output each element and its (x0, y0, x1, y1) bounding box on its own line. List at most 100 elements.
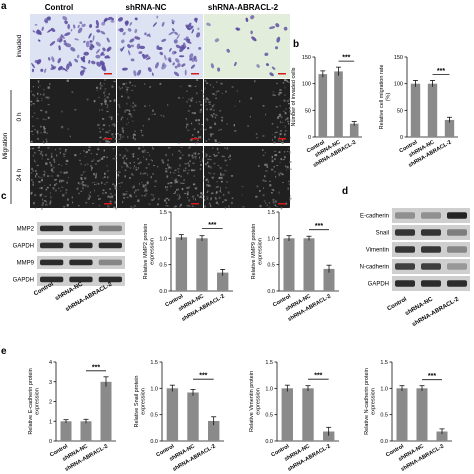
bar-2 (303, 238, 315, 291)
y-tick-label: 0 (308, 135, 311, 141)
bar-2 (187, 392, 199, 441)
blot-band (447, 229, 467, 236)
y-tick-label: 0.0 (159, 289, 167, 295)
y-tick-label: 0.5 (380, 413, 388, 419)
y-tick-label: 1.0 (265, 386, 273, 392)
blot-d-lane-label: Control (387, 296, 409, 312)
blot-band (40, 259, 64, 266)
blot-band (395, 280, 415, 287)
bar-3 (100, 381, 112, 442)
micrograph-wound-0h-3 (204, 79, 293, 145)
significance-label: *** (428, 373, 436, 380)
y-tick-label: 4 (49, 360, 52, 366)
blot-d-lane-label: shRNA-ABRACL-2 (411, 296, 460, 328)
bar-3 (349, 123, 359, 137)
y-tick-label: 1.0 (267, 236, 275, 242)
column-header-shrna-nc: shRNA-NC (126, 3, 167, 12)
y-tick-label: 0.0 (267, 289, 275, 295)
blot-band (98, 225, 122, 232)
y-tick-label: 0.5 (150, 413, 158, 419)
blot-label: MMP9 (17, 261, 35, 267)
panel-letter-e: e (1, 346, 7, 357)
micrograph-wound-0h-2 (117, 79, 205, 145)
chart-c2: 0.0 0.5 1.0 1.5 Relative MMP9 proteinexpress… (251, 210, 339, 323)
column-header-shrna-abracl: shRNA-ABRACL-2 (208, 3, 279, 12)
bar-2 (80, 421, 92, 442)
blot-band (395, 263, 415, 270)
row-label-invaded: invaded (16, 34, 23, 57)
significance-label: *** (314, 373, 322, 380)
y-tick-label: 50 (397, 108, 403, 114)
row-label-migration: Migration (2, 132, 9, 159)
blot-band (421, 263, 441, 270)
bar-2 (302, 388, 314, 441)
scale-bar (104, 73, 112, 75)
bar-1 (396, 388, 408, 441)
blot-band (395, 229, 415, 236)
y-axis-label: Relative E-cadherin proteinexpression (28, 368, 41, 434)
blot-band (395, 246, 415, 253)
blot-band (447, 263, 467, 270)
bar-3 (323, 431, 335, 441)
blot-label: GAPDH (13, 244, 34, 250)
y-tick-label: 1.5 (267, 210, 275, 216)
y-tick-label: 100 (302, 82, 311, 88)
significance-label: *** (437, 68, 445, 75)
bar-2 (427, 83, 438, 137)
bar-1 (318, 74, 328, 137)
y-tick-label: 150 (394, 55, 403, 61)
micrograph-invaded-2 (117, 14, 203, 78)
scale-bar (278, 73, 286, 75)
y-axis-label: Relative MMP2 proteinexpression (143, 224, 156, 280)
blot-band (447, 212, 467, 219)
column-header-control: Control (45, 3, 73, 12)
scale-bar (191, 73, 199, 75)
blot-label: GAPDH (368, 282, 389, 288)
y-tick-label: 1.0 (159, 236, 167, 242)
bar-2 (196, 238, 208, 291)
y-tick-label: 1.5 (150, 360, 158, 366)
bar-1 (283, 238, 295, 291)
y-tick-label: 1.5 (265, 360, 273, 366)
row-label-24h: 24 h (16, 168, 23, 181)
significance-label: *** (208, 222, 216, 229)
bar-1 (175, 237, 188, 291)
y-tick-label: 0.0 (380, 439, 388, 445)
y-tick-label: 0 (400, 135, 403, 141)
bar-3 (444, 119, 455, 137)
row-label-0h: 0 h (16, 112, 23, 121)
blot-band (421, 280, 441, 287)
blot-label: Snail (376, 231, 389, 237)
blot-band (421, 246, 441, 253)
blot-band (40, 276, 64, 283)
y-axis-label: Relative Vimentin proteinexpression (249, 371, 262, 432)
blot-band (40, 242, 64, 249)
blot-band (421, 212, 441, 219)
y-tick-label: 1.5 (380, 360, 388, 366)
blot-label: Vimentin (366, 248, 389, 254)
micrograph-wound-24h-2 (117, 146, 204, 209)
blot-band (40, 225, 64, 232)
y-tick-label: 1.0 (150, 386, 158, 392)
blot-band (69, 242, 93, 249)
y-tick-label: 1 (49, 419, 52, 425)
y-tick-label: 0 (49, 439, 52, 445)
bar-3 (436, 431, 448, 441)
blot-band (447, 280, 467, 287)
blot-band (69, 276, 93, 283)
micrograph-invaded-1 (30, 14, 116, 78)
y-tick-label: 150 (302, 55, 311, 61)
y-tick-label: 0.5 (267, 263, 275, 269)
blot-band (421, 229, 441, 236)
bar-3 (217, 272, 229, 291)
y-tick-label: 50 (305, 108, 311, 114)
panel-letter-c: c (1, 191, 7, 202)
y-tick-label: 0.0 (150, 439, 158, 445)
significance-label: *** (315, 223, 323, 230)
bar-2 (416, 388, 428, 441)
